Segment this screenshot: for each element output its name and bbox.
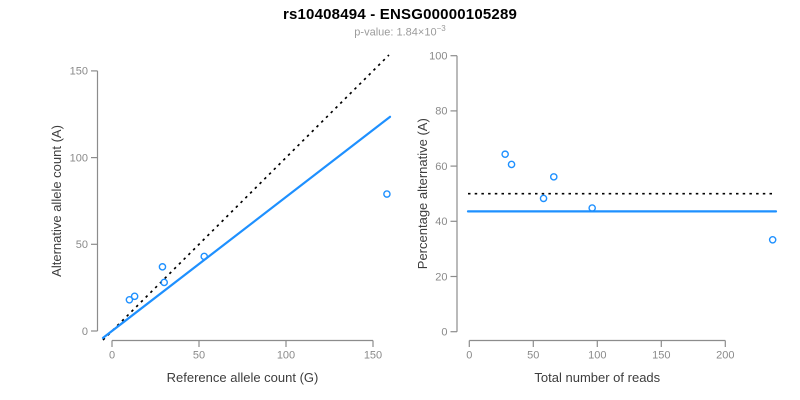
x-tick-label: 0 xyxy=(466,350,472,362)
x-tick-label: 50 xyxy=(193,350,205,362)
data-point xyxy=(125,295,134,304)
x-tick-label: 100 xyxy=(277,350,295,362)
data-point xyxy=(539,194,548,203)
y-tick-label: 150 xyxy=(70,66,88,78)
x-tick-label: 150 xyxy=(364,350,382,362)
x-tick-label: 100 xyxy=(588,350,606,362)
data-point xyxy=(160,278,168,287)
y-axis-title: Percentage alternative (A) xyxy=(415,118,430,269)
pvalue-exponent: −3 xyxy=(436,24,446,33)
x-tick-label: 200 xyxy=(716,350,734,362)
figure-subtitle: p-value: 1.84×10−3 xyxy=(0,24,800,39)
data-point xyxy=(588,204,596,212)
x-tick-label: 0 xyxy=(109,350,115,362)
identity-null-line xyxy=(102,54,390,341)
y-axis-title: Alternative allele count (A) xyxy=(49,125,64,277)
x-axis-title: Total number of reads xyxy=(534,370,660,385)
data-point xyxy=(158,263,167,271)
y-tick-label: 0 xyxy=(82,326,88,338)
figure-title: rs10408494 - ENSG00000105289 xyxy=(282,6,518,23)
y-tick-label: 20 xyxy=(435,271,447,283)
fitted-line xyxy=(101,115,392,340)
y-tick-label: 80 xyxy=(435,106,447,118)
x-tick-label: 150 xyxy=(652,350,670,362)
y-tick-label: 40 xyxy=(435,216,447,228)
data-point xyxy=(383,190,391,198)
x-tick-label: 50 xyxy=(527,350,539,362)
y-tick-label: 100 xyxy=(429,51,447,63)
data-point xyxy=(768,235,777,244)
pvalue-prefix: p-value: xyxy=(354,26,397,39)
y-tick-label: 50 xyxy=(76,239,88,251)
y-tick-label: 0 xyxy=(441,327,447,339)
data-point xyxy=(549,173,558,181)
y-tick-label: 100 xyxy=(70,152,88,164)
data-point xyxy=(130,292,139,301)
y-tick-label: 60 xyxy=(435,161,447,173)
data-point xyxy=(507,160,516,169)
data-point xyxy=(501,150,509,159)
data-point xyxy=(200,252,209,261)
pvalue-base: 1.84×10 xyxy=(396,26,437,39)
x-axis-title: Reference allele count (G) xyxy=(167,370,319,385)
